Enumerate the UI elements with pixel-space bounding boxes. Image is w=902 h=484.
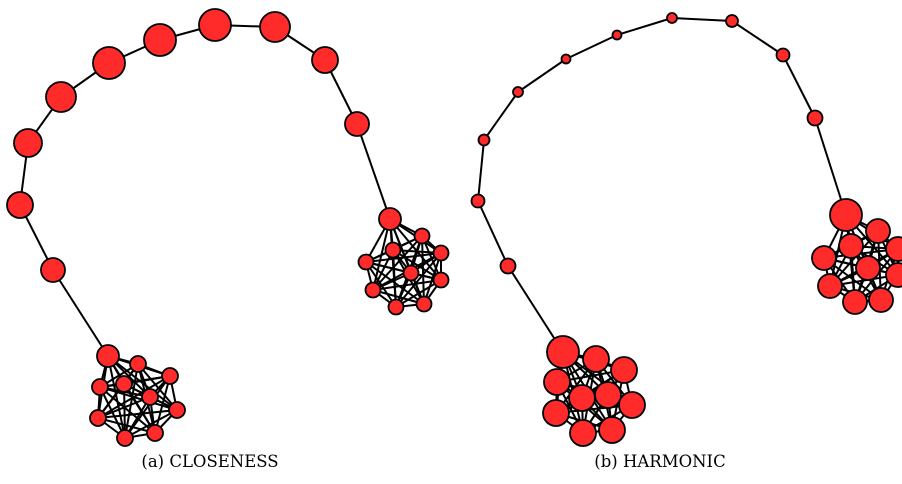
network-node [806, 109, 824, 127]
closeness-network-panel [6, 8, 450, 447]
edges [19, 24, 442, 439]
network-edge [395, 279, 442, 308]
network-node [618, 391, 646, 419]
network-node [546, 335, 580, 369]
network-node [89, 409, 107, 427]
network-node [402, 264, 420, 282]
network-edge [365, 261, 397, 308]
network-edge [154, 375, 171, 434]
network-node [116, 429, 134, 447]
network-node [168, 401, 186, 419]
network-edge [372, 235, 423, 291]
network-node [470, 193, 486, 209]
network-node [594, 381, 622, 409]
network-edge [421, 235, 425, 305]
network-edge [97, 375, 171, 419]
network-node [364, 281, 382, 299]
network-node [775, 47, 791, 63]
network-node [384, 241, 402, 259]
network-node [413, 227, 431, 245]
network-edge [782, 54, 816, 119]
network-edge [372, 289, 425, 305]
network-node [45, 81, 77, 113]
harmonic-network-panel [470, 12, 902, 447]
network-node [387, 298, 405, 316]
network-node [865, 218, 891, 244]
network-node [542, 399, 570, 427]
network-node [598, 416, 626, 444]
network-edge [517, 58, 567, 93]
network-node [811, 245, 837, 271]
network-edge [123, 383, 126, 439]
network-node [141, 388, 159, 406]
nodes [470, 12, 902, 447]
network-node [198, 8, 232, 42]
network-edge [477, 200, 509, 267]
network-node [259, 11, 291, 43]
network-edge [124, 409, 178, 439]
network-node [146, 424, 164, 442]
nodes [6, 8, 450, 447]
network-edge [671, 17, 733, 22]
network-node [868, 287, 894, 313]
network-node [885, 262, 902, 288]
network-node [432, 271, 450, 289]
network-edge [565, 34, 618, 60]
network-node [378, 207, 402, 231]
network-node [817, 273, 843, 299]
network-node [432, 244, 450, 262]
network-edge [97, 396, 151, 419]
network-node [568, 384, 596, 412]
network-node [311, 46, 339, 74]
network-node [512, 86, 524, 98]
network-node [666, 12, 678, 24]
network-node [611, 29, 623, 41]
network-edge [137, 363, 178, 411]
network-edge [814, 117, 847, 216]
network-node [96, 344, 120, 368]
network-node [569, 419, 597, 447]
network-node [40, 257, 66, 283]
network-node [829, 198, 863, 232]
network-node [725, 14, 739, 28]
network-node [499, 257, 517, 275]
network-node [92, 46, 126, 80]
network-node [855, 255, 881, 281]
network-edge [477, 139, 485, 202]
network-edge [52, 269, 109, 357]
network-node [415, 295, 433, 313]
network-edge [99, 386, 156, 434]
network-edge [731, 20, 784, 56]
network-node [13, 128, 43, 158]
network-node [582, 345, 610, 373]
network-edge [356, 123, 391, 220]
network-node [885, 236, 902, 262]
network-node [161, 367, 179, 385]
caption-closeness: (a) CLOSENESS [141, 452, 279, 471]
network-edge [507, 265, 564, 353]
network-node [610, 356, 638, 384]
network-edge [99, 386, 178, 411]
network-node [143, 23, 177, 57]
network-edge [372, 279, 442, 291]
network-node [543, 368, 571, 396]
network-edge [616, 17, 673, 36]
network-edge [483, 91, 519, 141]
network-node [838, 233, 864, 259]
network-node [560, 53, 572, 65]
network-node [129, 355, 147, 373]
network-node [6, 191, 34, 219]
network-node [91, 378, 109, 396]
network-node [357, 253, 375, 271]
network-node [842, 289, 868, 315]
network-node [344, 111, 370, 137]
network-edge [97, 409, 178, 419]
network-edge [97, 417, 156, 434]
network-node [477, 133, 491, 147]
caption-harmonic: (b) HARMONIC [594, 452, 726, 471]
network-edge [389, 218, 442, 281]
network-node [115, 375, 133, 393]
